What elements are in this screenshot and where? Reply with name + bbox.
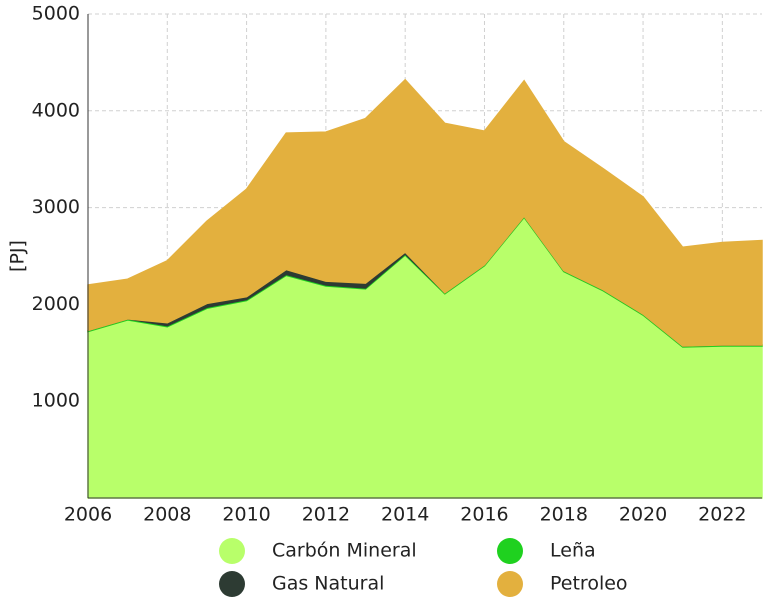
x-tick-label: 2006	[64, 504, 112, 526]
legend-label: Carbón Mineral	[272, 540, 417, 562]
area	[87, 78, 763, 347]
y-tick-label: 4000	[32, 99, 80, 121]
legend-label: Leña	[550, 540, 596, 562]
x-tick-label: 2020	[619, 504, 667, 526]
x-tick-label: 2008	[143, 504, 191, 526]
x-tick-label: 2018	[540, 504, 588, 526]
x-tick-label: 2010	[222, 504, 270, 526]
legend-marker	[219, 571, 245, 597]
x-tick-label: 2016	[460, 504, 508, 526]
legend-label: Gas Natural	[272, 573, 384, 595]
legend-label: Petroleo	[550, 573, 628, 595]
y-tick-label: 5000	[32, 3, 80, 25]
y-tick-label: 1000	[32, 390, 80, 412]
x-tick-label: 2012	[302, 504, 350, 526]
x-tick-label: 2022	[698, 504, 746, 526]
y-tick-label: 2000	[32, 293, 80, 315]
y-tick-label: 3000	[32, 196, 80, 218]
legend-marker	[219, 538, 245, 564]
legend-marker	[497, 571, 523, 597]
legend-marker	[497, 538, 523, 564]
y-axis-label: [PJ]	[7, 240, 29, 272]
areas	[87, 78, 763, 499]
x-tick-label: 2014	[381, 504, 429, 526]
